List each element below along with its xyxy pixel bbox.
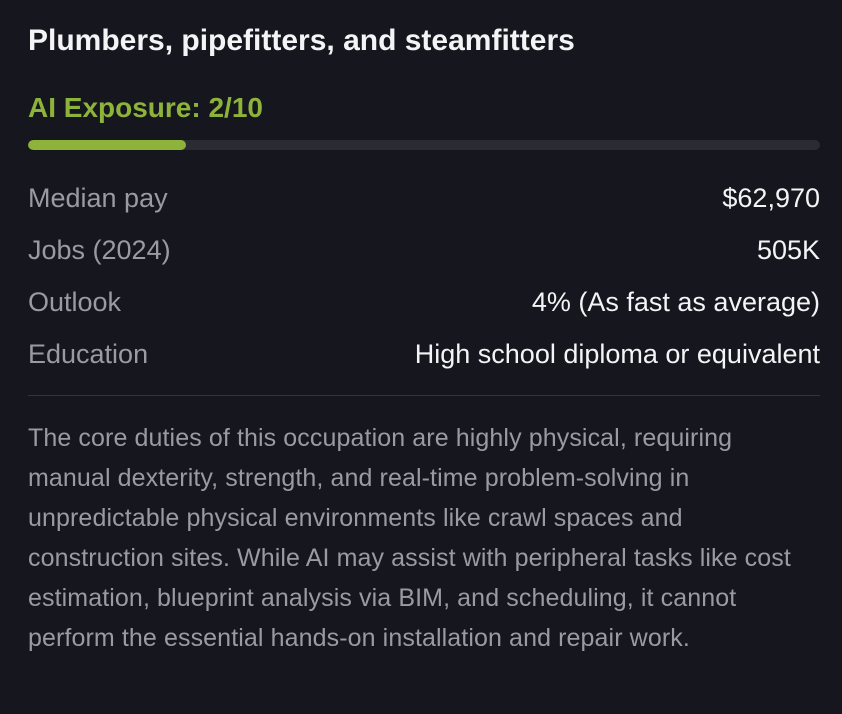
- stat-row-education: Education High school diploma or equival…: [28, 328, 820, 380]
- ai-exposure-label: AI Exposure: 2/10: [28, 92, 263, 123]
- description: The core duties of this occupation are h…: [28, 424, 791, 652]
- exposure-bar-fill: [28, 140, 187, 150]
- stat-value: High school diploma or equivalent: [414, 338, 820, 369]
- occupation-title: Plumbers, pipefitters, and steamfitters: [28, 24, 575, 57]
- stat-value: $62,970: [722, 182, 820, 213]
- stat-label: Education: [28, 338, 149, 369]
- divider: [28, 395, 820, 396]
- stat-row-outlook: Outlook 4% (As fast as average): [28, 276, 820, 328]
- stat-label: Median pay: [28, 182, 168, 213]
- stat-label: Jobs (2024): [28, 234, 171, 265]
- stat-label: Outlook: [28, 286, 122, 317]
- stat-value: 505K: [756, 234, 820, 265]
- stats-list: Median pay $62,970 Jobs (2024) 505K Outl…: [28, 172, 820, 380]
- stat-value: 4% (As fast as average): [531, 286, 820, 317]
- stat-row-median-pay: Median pay $62,970: [28, 172, 820, 224]
- stat-row-jobs: Jobs (2024) 505K: [28, 224, 820, 276]
- exposure-bar: [28, 140, 820, 150]
